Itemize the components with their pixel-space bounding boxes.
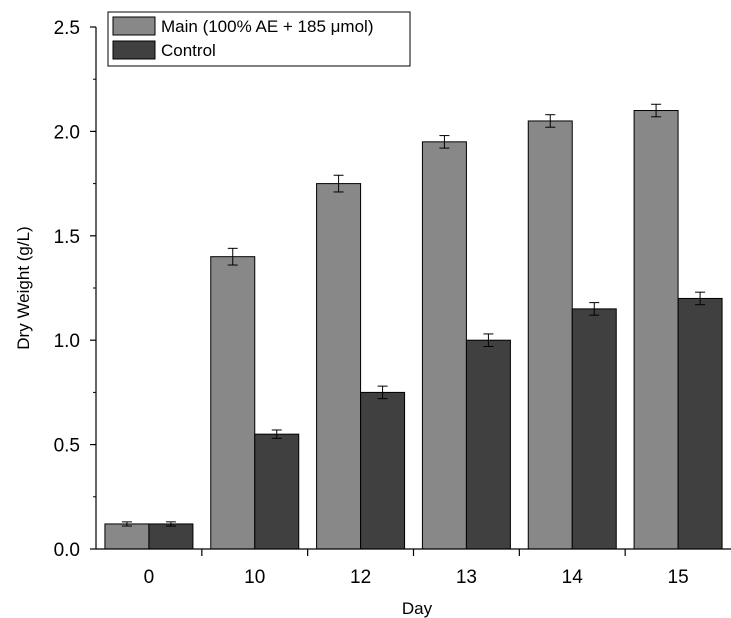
- x-tick-label: 15: [668, 567, 689, 588]
- x-tick-label: 0: [144, 567, 155, 588]
- bar-main: [527, 120, 573, 550]
- x-ticks: 0 10 12 13 14 15: [144, 549, 689, 588]
- legend: Main (100% AE + 185 μmol) Control: [107, 11, 411, 67]
- x-tick-label: 13: [456, 567, 477, 588]
- bar-control: [571, 308, 617, 550]
- y-tick-label: 0.5: [54, 436, 80, 457]
- bar-main: [316, 183, 362, 550]
- legend-label: Main (100% AE + 185 μmol): [161, 17, 373, 36]
- y-tick-label: 2.0: [54, 122, 80, 143]
- bar-control: [360, 391, 406, 550]
- x-axis-title: Day: [402, 599, 433, 618]
- y-tick-label: 2.5: [54, 18, 80, 39]
- bar-control: [465, 339, 511, 550]
- y-axis-title: Dry Weight (g/L): [14, 226, 33, 349]
- bar-main: [421, 141, 467, 550]
- y-ticks: 0.0 0.5 1.0 1.5 2.0 2.5: [54, 18, 96, 561]
- legend-box: [107, 11, 411, 67]
- x-tick-label: 14: [562, 567, 584, 588]
- bar-main: [210, 256, 256, 550]
- legend-swatch: [112, 40, 156, 60]
- x-tick-label: 12: [350, 567, 371, 588]
- bars-layer: [104, 103, 723, 550]
- bar-control: [148, 523, 194, 550]
- y-tick-label: 1.0: [54, 331, 80, 352]
- x-tick-label: 10: [244, 567, 265, 588]
- legend-label: Control: [161, 41, 216, 60]
- y-tick-label: 0.0: [54, 540, 80, 561]
- bar-control: [677, 297, 723, 550]
- bar-main: [104, 523, 150, 550]
- bar-main: [633, 110, 679, 550]
- bar-control: [254, 433, 300, 550]
- legend-swatch: [112, 16, 156, 36]
- y-tick-label: 1.5: [54, 227, 80, 248]
